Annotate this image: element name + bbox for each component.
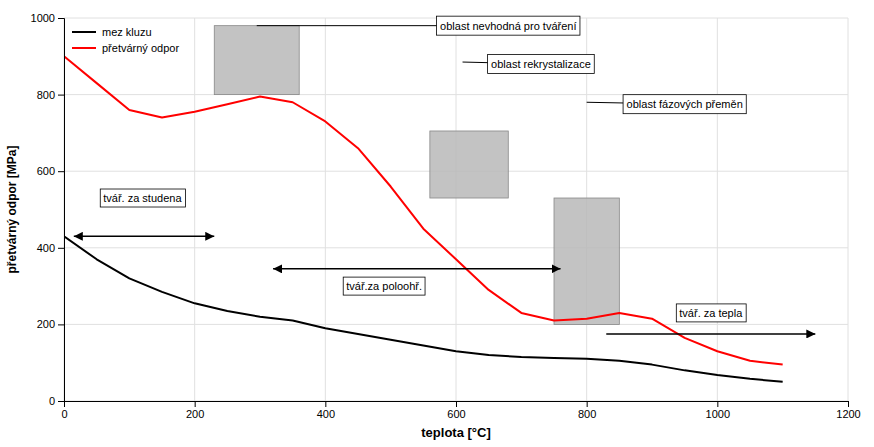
arrow-label-box — [100, 189, 185, 207]
y-tick: 600 — [37, 165, 64, 177]
x-tick-mark — [456, 401, 457, 407]
x-tick-mark — [195, 401, 196, 407]
x-tick-label: 1200 — [836, 408, 860, 420]
y-tick-mark — [58, 18, 64, 19]
y-axis: 0 200 400 600 800 1000 — [31, 12, 65, 407]
y-tick: 400 — [37, 242, 64, 254]
grid-line-x — [717, 18, 718, 401]
y-tick-label: 0 — [49, 395, 55, 407]
grid-line-x — [325, 18, 326, 401]
range-arrow — [606, 333, 815, 335]
arrow-label: tvář. za tepla — [676, 304, 746, 322]
y-tick: 0 — [49, 395, 64, 407]
grid-line-y — [64, 247, 848, 248]
y-tick: 1000 — [31, 12, 64, 24]
y-tick-label: 800 — [37, 89, 55, 101]
arrow-label-text: tvář.za poloohř. — [346, 280, 422, 292]
y-tick-mark — [58, 324, 64, 325]
y-tick-label: 400 — [37, 242, 55, 254]
arrow-label-box — [343, 277, 425, 295]
legend-swatch — [72, 31, 96, 33]
x-tick-label: 400 — [317, 408, 335, 420]
x-tick-mark — [848, 401, 849, 407]
x-tick: 600 — [447, 401, 465, 420]
arrow-label-text: tvář. za studena — [103, 192, 182, 204]
annotation-box — [488, 54, 595, 73]
y-tick-mark — [58, 248, 64, 249]
x-tick-mark — [587, 401, 588, 407]
x-tick: 200 — [186, 401, 204, 420]
arrow-label: tvář. za studena — [100, 189, 185, 207]
y-tick-mark — [58, 95, 64, 96]
y-tick-mark — [58, 171, 64, 172]
y-tick: 200 — [37, 318, 64, 330]
x-tick-mark — [717, 401, 718, 407]
legend: mez kluzu přetvárný odpor — [72, 26, 179, 54]
annotation-text: oblast fázových přeměn — [627, 98, 743, 110]
y-tick-mark — [58, 401, 64, 402]
x-axis: 0 200 400 600 800 1000 1200 — [61, 401, 860, 420]
x-tick: 0 — [61, 401, 67, 420]
arrow-label-text: tvář. za tepla — [679, 307, 743, 319]
annotation: oblast rekrystalizace — [488, 54, 595, 73]
annotation-box — [623, 95, 746, 114]
y-tick-label: 600 — [37, 165, 55, 177]
x-tick-label: 200 — [186, 408, 204, 420]
x-tick: 400 — [317, 401, 335, 420]
arrow-label-box — [676, 304, 746, 322]
x-tick-label: 600 — [447, 408, 465, 420]
x-axis-line — [65, 402, 849, 408]
series-line — [64, 236, 783, 382]
x-tick: 1000 — [706, 401, 730, 420]
x-axis-title: teplota [°C] — [421, 425, 490, 440]
legend-item: mez kluzu — [72, 26, 152, 38]
x-tick-mark — [325, 401, 326, 407]
legend-swatch — [72, 47, 96, 49]
range-arrow — [74, 236, 214, 238]
series-line — [64, 56, 783, 364]
chart: 0 200 400 600 800 1000 1200 0 200 400 600 800 1000 te… — [0, 0, 874, 447]
annotation: oblast fázových přeměn — [623, 95, 746, 114]
x-tick-label: 1000 — [706, 408, 730, 420]
annotation-text: oblast nevhodná pro tváření — [440, 20, 576, 32]
x-tick: 800 — [578, 401, 596, 420]
x-tick-label: 0 — [61, 408, 67, 420]
y-tick-label: 1000 — [31, 12, 55, 24]
region — [214, 26, 299, 95]
y-axis-title: přetvárný odpor [MPa] — [5, 145, 19, 273]
range-arrow — [273, 268, 560, 270]
annotations: oblast nevhodná pro tváření oblast rekrys… — [257, 16, 747, 114]
annotation-box — [437, 16, 580, 35]
region — [430, 131, 508, 198]
legend-label: mez kluzu — [102, 26, 152, 38]
grid-line-x — [194, 18, 195, 401]
grid-line-x — [848, 18, 849, 401]
grid — [64, 18, 848, 401]
arrows: tvář. za studena tvář.za poloohř. tvář. za… — [74, 189, 816, 334]
annotation-text: oblast rekrystalizace — [491, 58, 591, 70]
grid-line-y — [64, 324, 848, 325]
y-tick-label: 200 — [37, 318, 55, 330]
legend-item: přetvárný odpor — [72, 42, 179, 54]
legend-label: přetvárný odpor — [102, 42, 179, 54]
annotation: oblast nevhodná pro tváření — [437, 16, 580, 35]
y-axis-line — [58, 19, 65, 402]
grid-line-x — [456, 18, 457, 401]
y-tick: 800 — [37, 89, 64, 101]
plot-area — [64, 26, 783, 382]
region — [554, 198, 619, 324]
x-tick-label: 800 — [578, 408, 596, 420]
arrow-label: tvář.za poloohř. — [343, 277, 425, 295]
x-tick: 1200 — [836, 401, 860, 420]
